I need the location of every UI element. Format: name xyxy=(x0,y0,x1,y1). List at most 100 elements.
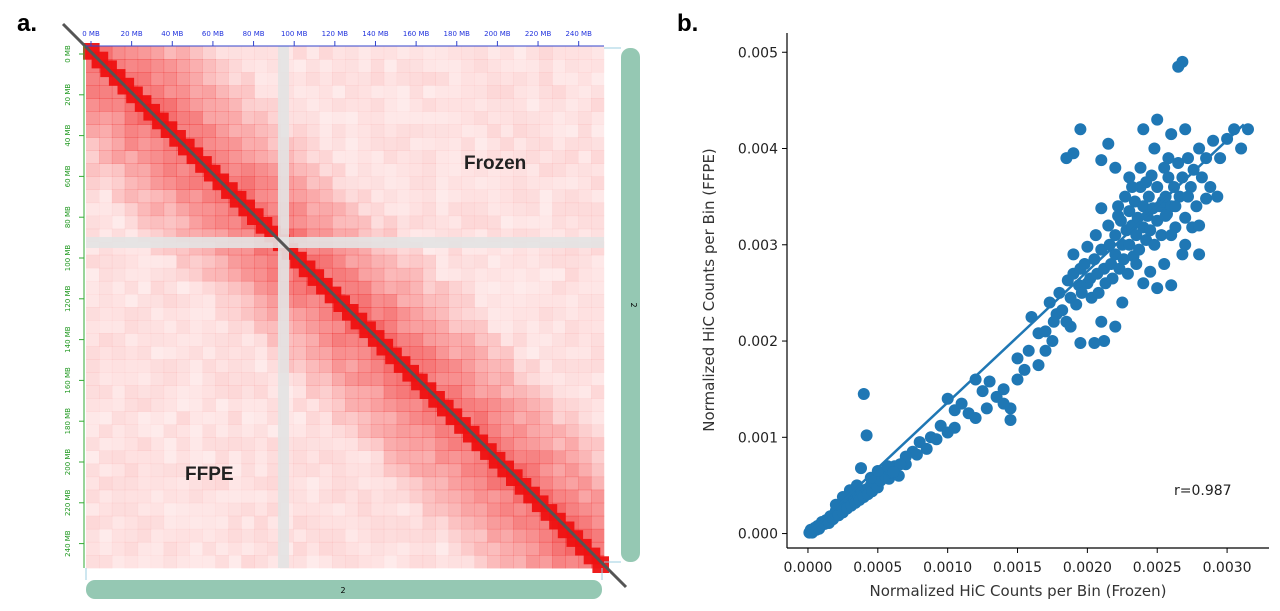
heatmap-cell xyxy=(99,437,113,451)
heatmap-cell xyxy=(383,72,398,86)
heatmap-cell xyxy=(254,137,268,151)
heatmap-cell xyxy=(591,59,605,73)
heatmap-cell xyxy=(241,450,255,465)
heatmap-cell xyxy=(99,528,113,543)
heatmap-cell xyxy=(487,333,501,347)
panel-b-label: b. xyxy=(677,10,699,37)
heatmap-cell xyxy=(202,476,216,491)
heatmap-cell xyxy=(591,424,605,438)
heatmap-cell xyxy=(189,280,203,295)
heatmap-cell xyxy=(189,294,203,308)
heatmap-cell xyxy=(435,163,449,177)
heatmap-cell xyxy=(332,385,346,399)
heatmap-cell xyxy=(215,424,229,438)
heatmap-cell xyxy=(435,189,449,204)
heatmap-cell xyxy=(487,555,501,569)
heatmap-cell xyxy=(215,502,229,517)
heatmap-cell xyxy=(526,176,540,190)
heatmap-cell xyxy=(86,555,100,569)
heatmap-cell xyxy=(254,359,268,373)
heatmap-cell xyxy=(591,267,605,282)
scatter-point xyxy=(1109,229,1122,242)
heatmap-cell xyxy=(228,502,242,517)
heatmap-cell xyxy=(99,398,113,412)
heatmap-cell xyxy=(267,333,281,347)
scatter-point xyxy=(1184,181,1197,193)
heatmap-cell xyxy=(435,528,449,543)
heatmap-cell xyxy=(552,124,566,138)
heatmap-cell xyxy=(526,280,540,295)
scatter-point xyxy=(1078,258,1091,270)
heatmap-cell xyxy=(357,346,372,360)
scatter-point xyxy=(1169,200,1182,213)
heatmap-cell xyxy=(202,320,216,334)
heatmap-cell xyxy=(319,124,333,138)
heatmap-cell xyxy=(578,333,592,347)
heatmap-cell xyxy=(202,385,216,399)
heatmap-cell xyxy=(111,541,126,556)
scatter-point xyxy=(1204,181,1217,193)
heatmap-cell xyxy=(241,280,255,295)
heatmap-cell xyxy=(357,424,372,438)
heatmap-cell xyxy=(137,398,152,412)
heatmap-cell xyxy=(228,72,242,86)
scatter-point xyxy=(1151,181,1164,193)
heatmap-cell xyxy=(591,176,605,190)
heatmap-cell xyxy=(357,215,372,230)
scatter-point xyxy=(1081,240,1094,253)
heatmap-cell xyxy=(319,333,333,347)
heatmap-cell xyxy=(137,424,152,438)
heatmap-cell xyxy=(578,72,592,86)
heatmap-cell xyxy=(591,333,605,347)
heatmap-cell xyxy=(591,85,605,99)
heatmap-cell xyxy=(254,398,268,412)
heatmap-cell xyxy=(241,489,255,504)
scatter-point xyxy=(1123,205,1136,218)
heatmap-cell xyxy=(163,176,177,190)
scatter-point xyxy=(1067,248,1080,261)
heatmap-cell xyxy=(150,307,165,321)
heatmap-cell xyxy=(357,528,372,543)
heatmap-cell xyxy=(500,346,514,360)
heatmap-cell xyxy=(241,320,255,334)
heatmap-cell xyxy=(461,294,475,308)
heatmap-cell xyxy=(539,176,553,190)
heatmap-cell xyxy=(163,320,177,334)
heatmap-cell xyxy=(370,254,385,269)
heatmap-cell xyxy=(396,385,411,399)
heatmap-cell xyxy=(435,150,449,164)
heatmap-cell xyxy=(189,346,203,360)
heatmap-cell xyxy=(293,385,307,399)
heatmap-cell xyxy=(461,137,475,151)
heatmap-cell xyxy=(124,528,139,543)
heatmap-cell xyxy=(86,398,100,412)
heatmap-cell xyxy=(591,189,605,204)
heatmap-cell xyxy=(357,502,372,517)
heatmap-cell xyxy=(332,424,346,438)
heatmap-cell xyxy=(319,437,333,451)
heatmap-cell xyxy=(513,254,527,269)
heatmap-cell xyxy=(189,215,203,230)
heatmap-cell xyxy=(215,215,229,230)
heatmap-cell xyxy=(487,398,501,412)
heatmap-cell xyxy=(111,320,126,334)
heatmap-cell xyxy=(383,189,398,204)
heatmap-cell xyxy=(578,189,592,204)
heatmap-cell xyxy=(409,489,424,504)
scatter-point xyxy=(1242,123,1254,136)
scatter-point xyxy=(1088,337,1101,349)
heatmap-cell xyxy=(422,124,436,138)
heatmap-cell xyxy=(435,346,449,360)
heatmap-cell xyxy=(99,98,113,112)
heatmap-cell xyxy=(111,515,126,530)
heatmap-cell xyxy=(319,398,333,412)
heatmap-cell xyxy=(124,280,139,295)
heatmap-cell xyxy=(370,437,385,451)
heatmap-cell xyxy=(474,502,488,517)
heatmap-cell xyxy=(383,150,398,164)
heatmap-cell xyxy=(137,346,152,360)
scatter-point xyxy=(1039,344,1052,357)
heatmap-cell xyxy=(241,72,255,86)
heatmap-cell xyxy=(202,515,216,530)
heatmap-cell xyxy=(202,555,216,569)
